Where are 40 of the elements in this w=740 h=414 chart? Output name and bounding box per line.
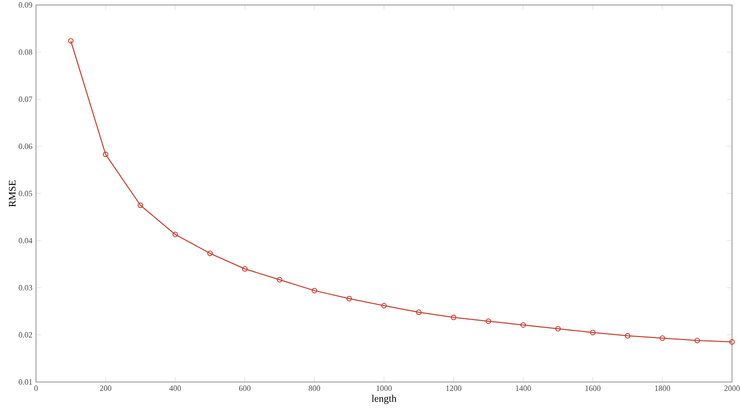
x-tick-label: 1400 [516, 386, 531, 391]
y-tick-label: 0.05 [18, 190, 32, 196]
x-tick-label: 1000 [376, 386, 392, 391]
y-tick-label: 0.07 [18, 96, 32, 102]
x-axis-title: length [372, 394, 396, 404]
point [450, 314, 456, 320]
y-axis-title: RMSE [8, 180, 16, 207]
point [172, 232, 178, 238]
point [312, 288, 318, 294]
y-tick-label: 0.09 [18, 2, 32, 8]
point [555, 326, 561, 332]
y-tick-label: 0.06 [18, 144, 32, 150]
point [138, 202, 144, 208]
x-tick-label: 1600 [586, 386, 600, 391]
y-tick-label: 0.02 [18, 332, 32, 338]
point [660, 335, 666, 341]
point [486, 318, 492, 324]
point [276, 276, 282, 282]
y-tick-label: 0.08 [18, 49, 32, 55]
point [416, 309, 422, 315]
x-tick-label: 0 [34, 386, 38, 391]
y-tick-label: 0.03 [18, 285, 32, 290]
x-tick-label: 800 [308, 386, 320, 391]
point [207, 250, 213, 256]
x-tick-label: 400 [169, 386, 181, 391]
point [694, 338, 700, 344]
point [381, 302, 387, 308]
point [624, 333, 630, 339]
point [346, 296, 352, 302]
y-tick-label: 0.01 [18, 379, 32, 385]
point [242, 266, 248, 272]
x-tick-label: 200 [100, 386, 112, 391]
x-tick-label: 1800 [655, 386, 670, 391]
point [102, 152, 108, 158]
point [520, 322, 526, 328]
x-tick-label: 2000 [724, 386, 740, 391]
y-tick-label: 0.04 [18, 238, 32, 244]
point [590, 330, 596, 336]
x-tick-label: 600 [239, 386, 251, 391]
x-tick-label: 1200 [446, 386, 462, 391]
